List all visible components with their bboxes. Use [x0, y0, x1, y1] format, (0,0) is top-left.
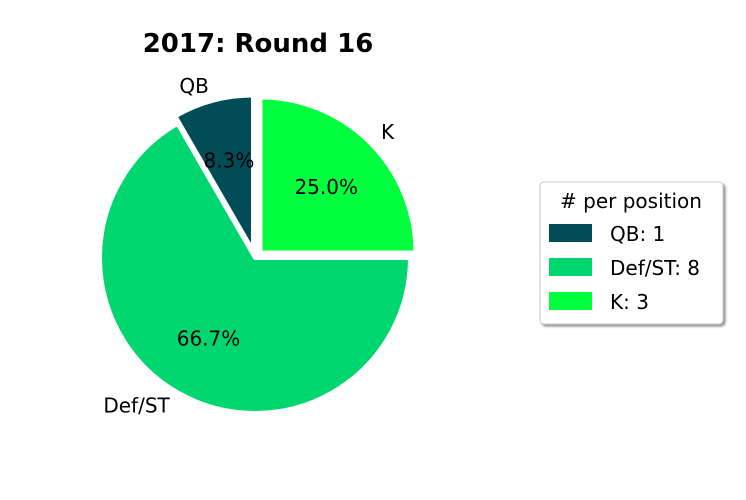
- slice-label: QB: [179, 74, 208, 98]
- pie-labels: QB 8.3% Def/ST 66.7% K 25.0%: [103, 74, 395, 418]
- percent-label: 8.3%: [204, 149, 255, 173]
- pie-slice-k: [258, 95, 418, 255]
- percent-label: 66.7%: [177, 327, 241, 351]
- legend-label: Def/ST: 8: [610, 256, 700, 280]
- legend: # per position QB: 1 Def/ST: 8 K: 3: [539, 181, 724, 325]
- legend-box: [539, 181, 724, 325]
- slice-label: K: [381, 120, 395, 144]
- legend-title: # per position: [560, 189, 702, 213]
- legend-swatch: [549, 292, 592, 310]
- legend-label: K: 3: [610, 290, 649, 314]
- legend-label: QB: 1: [610, 222, 665, 246]
- legend-swatch: [549, 224, 592, 242]
- legend-items: QB: 1 Def/ST: 8 K: 3: [549, 222, 700, 314]
- pie-slice-def-st: [98, 121, 412, 415]
- pie-slice-qb: [173, 93, 255, 253]
- legend-swatch: [549, 258, 592, 276]
- percent-label: 25.0%: [294, 175, 358, 199]
- slice-label: Def/ST: [103, 394, 170, 418]
- pie-slices: [98, 93, 418, 415]
- chart-title: 2017: Round 16: [143, 29, 374, 59]
